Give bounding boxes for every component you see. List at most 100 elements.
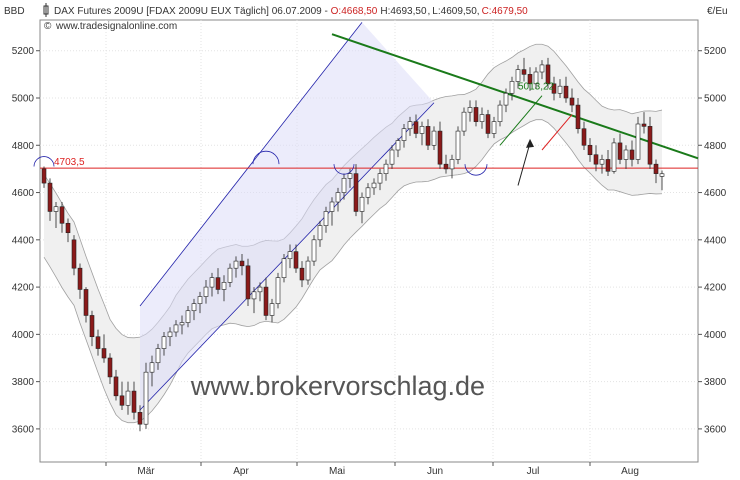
candle-body: [509, 81, 515, 94]
candle-body: [491, 121, 497, 134]
y-tick-label-right: 3800: [704, 377, 727, 388]
candle-body: [299, 267, 305, 281]
x-tick-label: Apr: [233, 466, 249, 477]
candle-body: [329, 201, 335, 212]
candle-body: [203, 286, 209, 297]
candle-body: [131, 390, 137, 413]
candle-body: [113, 376, 119, 397]
candle-body: [527, 74, 533, 85]
candle-body: [563, 85, 569, 99]
x-tick-label: Jun: [427, 466, 443, 477]
candle-body: [371, 182, 377, 189]
candle-body: [431, 130, 437, 146]
high-value: H:4693,50: [380, 6, 427, 17]
candle-body: [521, 69, 527, 75]
candle-body: [359, 196, 365, 212]
candle-body: [71, 239, 77, 269]
left-unit-label: BBD: [4, 6, 25, 17]
candle-body: [353, 173, 359, 212]
candle-body: [605, 159, 611, 172]
candle-body: [245, 265, 251, 300]
swing-arc: [333, 164, 355, 175]
open-value: O:4668,50: [331, 6, 378, 17]
candle-body: [545, 64, 551, 85]
candle-body: [239, 260, 245, 267]
candle-body: [119, 395, 125, 406]
y-tick-label-right: 5200: [704, 46, 727, 57]
candle-body: [161, 336, 167, 349]
x-axis-ticks: Mär Apr Mai Jun Jul Aug: [105, 462, 639, 477]
candle-body: [53, 206, 59, 212]
candle-body: [617, 142, 623, 160]
candle-body: [233, 260, 239, 269]
candle-body: [419, 126, 425, 134]
candle-body: [653, 163, 659, 174]
y-axis-ticks: 3600 3600 3800 3800 4000 4000 4200 4200 4400 4400…: [12, 46, 727, 435]
y-tick-label-left: 4200: [12, 283, 35, 294]
candle-body: [575, 104, 581, 130]
candle-body: [173, 324, 179, 333]
candle-body: [59, 206, 65, 224]
header-ohlc: DAX Futures 2009U [FDAX 2009U EUX Täglic…: [54, 6, 528, 17]
candle-body: [551, 83, 557, 94]
candle-body: [77, 267, 83, 290]
candle-body: [533, 71, 539, 85]
candle-body: [569, 97, 575, 106]
candle-body: [449, 159, 455, 170]
candle-body: [383, 163, 389, 174]
candle-body: [485, 114, 491, 134]
channel-lower-line: [139, 102, 435, 411]
candle-body: [587, 144, 593, 156]
candle-body: [599, 159, 605, 165]
chart-header: BBD €/Eu DAX Futures 2009U [FDAX 2009U E…: [4, 3, 728, 32]
candle-body: [137, 412, 143, 425]
candle-body: [95, 336, 101, 349]
candle-body: [311, 239, 317, 262]
y-tick-label-left: 4000: [12, 330, 35, 341]
right-unit-label: €/Eu: [707, 6, 728, 17]
candle-body: [47, 182, 53, 212]
candle-body: [581, 128, 587, 146]
candle-body: [269, 303, 275, 316]
candle-body: [275, 277, 281, 304]
candle-body: [89, 315, 95, 338]
candle-body: [425, 126, 431, 146]
candle-body: [497, 104, 503, 122]
candle-body: [455, 130, 461, 160]
close-value: C:4679,50: [482, 6, 529, 17]
candle-body: [101, 348, 107, 359]
x-tick-label: Mai: [329, 466, 345, 477]
candle-body: [209, 277, 215, 288]
candle-body: [263, 286, 269, 316]
candle-body: [185, 310, 191, 323]
candle-body: [557, 85, 563, 94]
candles: [41, 57, 665, 432]
candle-body: [443, 163, 449, 170]
separator: ,: [477, 6, 480, 17]
channel-upper-line: [139, 22, 363, 307]
candle-body: [479, 114, 485, 122]
candle-body: [539, 64, 545, 73]
candle-body: [65, 222, 71, 234]
candle-body: [641, 123, 647, 127]
candle-body: [347, 173, 353, 179]
candle-body: [473, 107, 479, 122]
candle-body: [83, 289, 89, 316]
y-tick-label-left: 5200: [12, 46, 35, 57]
y-tick-label-left: 5000: [12, 94, 35, 105]
candle-body: [221, 282, 227, 290]
candle-body: [305, 260, 311, 281]
candle-body: [251, 291, 257, 300]
y-tick-label-left: 3600: [12, 424, 35, 435]
source-label: www.tradesignalonline.com: [55, 21, 177, 32]
candle-body: [125, 390, 131, 406]
annotations: 4703,5 5013,22: [33, 82, 555, 186]
candle-body: [629, 149, 635, 160]
candle-body: [287, 251, 293, 260]
candle-body: [335, 192, 341, 203]
y-tick-label-right: 4800: [704, 141, 727, 152]
candle-body: [593, 154, 599, 165]
swing-arc: [33, 156, 55, 167]
